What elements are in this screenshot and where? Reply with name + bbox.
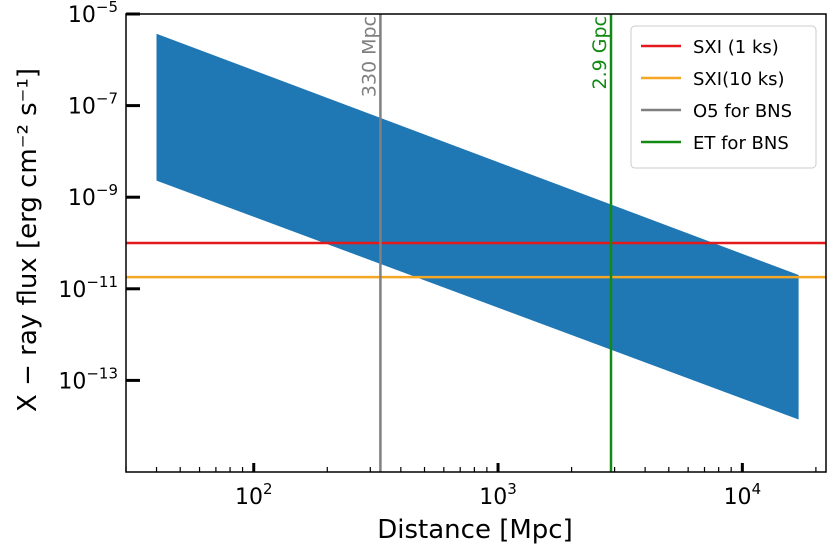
legend-label-0: SXI (1 ks) xyxy=(693,37,779,58)
vline-label-1: 2.9 Gpc xyxy=(589,16,611,90)
x-tick-label-0: 102 xyxy=(235,480,273,510)
legend: SXI (1 ks) SXI(10 ks) O5 for BNS ET for BNS xyxy=(630,25,817,169)
y-axis: 10−5 10−7 10−9 10−11 10−13 xyxy=(58,0,140,394)
plot-frame xyxy=(125,13,827,473)
flux-band xyxy=(156,33,799,420)
legend-box xyxy=(630,25,817,169)
x-tick-label-2: 104 xyxy=(724,480,762,510)
y-tick-label-1: 10−7 xyxy=(68,90,118,120)
vline-label-0: 330 Mpc xyxy=(358,16,380,97)
y-tick-label-2: 10−9 xyxy=(68,181,118,211)
x-tick-label-1: 103 xyxy=(479,480,517,510)
plot-area: 330 Mpc 2.9 Gpc xyxy=(125,13,827,473)
y-axis-label: X − ray flux [erg cm⁻² s⁻¹] xyxy=(13,68,43,412)
y-tick-label-0: 10−5 xyxy=(68,0,118,28)
y-tick-label-3: 10−11 xyxy=(58,273,118,303)
legend-label-3: ET for BNS xyxy=(693,133,789,154)
x-axis-label: Distance [Mpc] xyxy=(377,515,572,545)
x-axis: 102 103 104 xyxy=(125,463,817,510)
y-tick-label-4: 10−13 xyxy=(58,364,118,394)
legend-label-1: SXI(10 ks) xyxy=(693,69,785,90)
legend-label-2: O5 for BNS xyxy=(693,101,792,122)
